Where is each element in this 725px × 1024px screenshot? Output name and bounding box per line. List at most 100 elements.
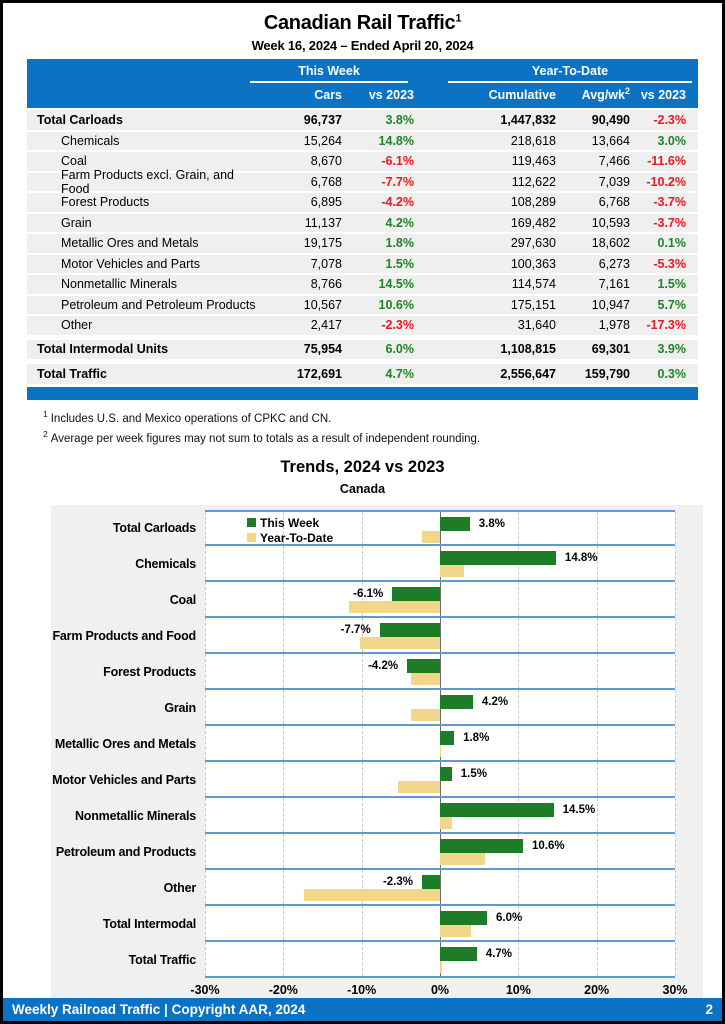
category-label: Total Carloads	[112, 521, 196, 536]
col-header-cars: Cars	[314, 88, 342, 103]
cell-avg-wk: 18,602	[591, 236, 630, 251]
category-label: Metallic Ores and Metals	[54, 737, 196, 752]
cell-cumulative: 108,289	[510, 195, 556, 210]
gridline	[675, 690, 676, 725]
cell-week-vs-2023: 6.0%	[385, 342, 415, 357]
category-label: Grain	[164, 701, 196, 716]
cell-cars: 8,670	[310, 154, 342, 169]
gridline	[283, 834, 285, 869]
cell-avg-wk: 69,301	[591, 342, 630, 357]
chart-row-panel: 4.7%	[205, 942, 676, 979]
cell-avg-wk: 10,947	[591, 297, 630, 312]
gridline	[596, 582, 598, 617]
cell-ytd-vs-2023: 3.0%	[657, 133, 687, 148]
gridline	[675, 512, 676, 545]
cell-commodity: Total Intermodal Units	[37, 342, 169, 357]
bar-value-label: 1.5%	[460, 768, 487, 781]
table-row: Nonmetallic Minerals 8,766 14.5% 114,574 7,1…	[27, 275, 698, 294]
bar-this-week	[421, 875, 440, 890]
chart-row-panel: 6.0%	[205, 906, 676, 943]
gridline	[675, 798, 676, 833]
cell-week-vs-2023: 4.7%	[385, 366, 415, 381]
legend-label: This Week	[260, 515, 320, 530]
table-row: Chemicals 15,264 14.8% 218,618 13,664 3.0%	[27, 131, 698, 151]
category-label: Petroleum and Products	[55, 845, 196, 860]
cell-cars: 19,175	[303, 236, 342, 251]
zero-line	[440, 654, 441, 689]
bar-year-to-date	[411, 709, 440, 722]
zero-line	[440, 870, 441, 905]
cell-cumulative: 297,630	[510, 236, 556, 251]
cell-avg-wk: 1,978	[598, 318, 630, 333]
bar-year-to-date	[398, 781, 440, 794]
cell-ytd-vs-2023: -3.7%	[653, 215, 686, 230]
category-label: Farm Products and Food	[52, 629, 196, 644]
cell-cumulative: 218,618	[510, 133, 556, 148]
cell-cars: 172,691	[296, 366, 342, 381]
gridline	[518, 762, 520, 797]
bar-year-to-date	[304, 889, 440, 902]
footnote-2: 2 Average per week figures may not sum to…	[43, 429, 481, 446]
table-row: Farm Products excl. Grain, and Food 6,768…	[27, 168, 698, 196]
chart-row-panel: -4.2%	[205, 654, 676, 691]
cell-commodity: Nonmetallic Minerals	[61, 277, 178, 292]
legend-item: Year-To-Date	[247, 530, 333, 545]
gridline	[361, 654, 363, 689]
chart-row: Total Intermodal 6.0%	[51, 906, 703, 943]
gridline	[283, 618, 285, 653]
category-label: Coal	[169, 593, 196, 608]
gridline	[518, 618, 520, 653]
chart-row-panel: -7.7%	[205, 618, 676, 655]
table-row: Other 2,417 -2.3% 31,640 1,978 -17.3%	[27, 316, 698, 335]
bar-this-week	[440, 767, 452, 782]
bar-value-label: -6.1%	[353, 588, 384, 601]
cell-cumulative: 119,463	[511, 154, 556, 169]
x-tick-label: -20%	[268, 983, 298, 998]
bar-value-label: 6.0%	[496, 912, 523, 925]
footnote-1: 1 Includes U.S. and Mexico operations of …	[43, 408, 332, 425]
gridline	[283, 690, 285, 725]
cell-cumulative: 2,556,647	[500, 366, 556, 381]
table-row: Forest Products 6,895 -4.2% 108,289 6,768 -3.…	[27, 193, 698, 212]
cell-commodity: Petroleum and Petroleum Products	[61, 297, 256, 312]
gridline	[518, 654, 520, 689]
bar-this-week	[407, 659, 440, 674]
bar-year-to-date	[360, 637, 440, 650]
table-end-bar	[27, 386, 698, 400]
cell-week-vs-2023: 4.2%	[385, 215, 415, 230]
cell-ytd-vs-2023: -5.3%	[653, 256, 686, 271]
cell-avg-wk: 90,490	[591, 112, 630, 127]
bar-year-to-date	[440, 925, 471, 938]
cell-ytd-vs-2023: 1.5%	[657, 277, 687, 292]
table-body: Total Carloads 96,737 3.8% 1,447,832 90,490 -…	[27, 110, 698, 384]
gridline	[518, 690, 520, 725]
gridline	[596, 512, 598, 545]
gridline	[283, 870, 285, 905]
gridline	[596, 618, 598, 653]
trends-bar-chart: Total Carloads 3.8% This Week Year-To-Date C…	[51, 505, 703, 1003]
cell-cars: 96,737	[303, 112, 342, 127]
chart-row-panel: 3.8% This Week Year-To-Date	[205, 510, 676, 547]
gridline	[205, 618, 206, 653]
gridline	[596, 546, 598, 581]
gridline	[283, 906, 285, 941]
cell-cumulative: 114,574	[511, 277, 556, 292]
bar-this-week	[392, 587, 440, 602]
chart-row-panel: -6.1%	[205, 582, 676, 619]
table-row: Total Traffic 172,691 4.7% 2,556,647 159,790…	[27, 364, 698, 384]
zero-line	[440, 582, 441, 617]
cell-cumulative: 1,447,832	[500, 112, 556, 127]
chart-row-panel: 1.8%	[205, 726, 676, 763]
bar-this-week	[440, 839, 524, 854]
chart-row: Forest Products -4.2%	[51, 654, 703, 691]
bar-value-label: 3.8%	[478, 518, 505, 531]
gridline	[596, 654, 598, 689]
gridline	[596, 690, 598, 725]
cell-commodity: Total Traffic	[37, 366, 107, 381]
footer-page-number: 2	[705, 1002, 713, 1017]
chart-row: Motor Vehicles and Parts 1.5%	[51, 762, 703, 799]
cell-commodity: Grain	[61, 215, 92, 230]
gridline	[675, 546, 676, 581]
bar-year-to-date	[349, 601, 440, 614]
chart-row: Other -2.3%	[51, 870, 703, 907]
